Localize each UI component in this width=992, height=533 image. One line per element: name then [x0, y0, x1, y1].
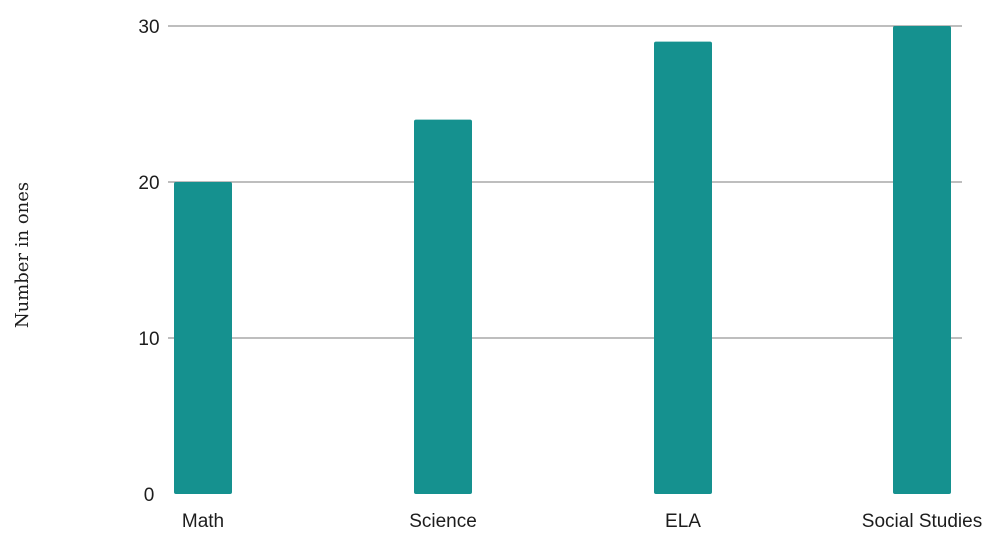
y-axis-label: Number in ones	[12, 182, 33, 328]
y-tick-label-10: 10	[138, 329, 159, 350]
x-category-label-social-studies: Social Studies	[862, 511, 982, 532]
y-tick-labels: 0 10 20 30	[138, 17, 159, 506]
bar-math	[174, 182, 232, 494]
y-tick-label-20: 20	[138, 173, 159, 194]
bar-science	[414, 119, 472, 494]
bars	[174, 26, 951, 494]
bar-social-studies	[893, 26, 951, 494]
x-category-labels: Math Science ELA Social Studies	[182, 511, 982, 532]
gridlines	[168, 25, 962, 339]
x-category-label-science: Science	[409, 511, 477, 532]
y-tick-label-0: 0	[144, 485, 155, 506]
x-category-label-math: Math	[182, 511, 224, 532]
bar-ela	[654, 41, 712, 494]
y-tick-label-30: 30	[138, 17, 159, 38]
x-category-label-ela: ELA	[665, 511, 701, 532]
